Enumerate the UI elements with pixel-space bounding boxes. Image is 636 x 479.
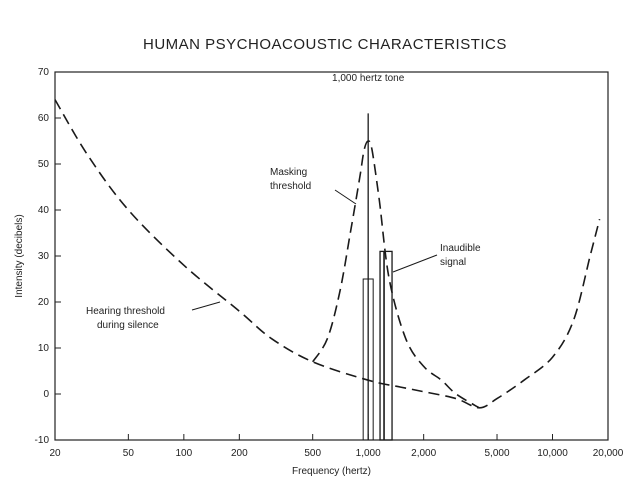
masking-threshold-label-2: threshold	[270, 181, 311, 192]
x-tick-label: 20,000	[593, 448, 624, 459]
hearing-threshold-label-2: during silence	[97, 320, 159, 331]
plot-border	[54, 71, 609, 441]
tone-label: 1,000 hertz tone	[332, 73, 405, 84]
y-axis-label: Intensity (decibels)	[14, 214, 25, 297]
y-tick-label: -10	[35, 435, 50, 446]
y-tick-label: 60	[38, 113, 50, 124]
hearing-threshold-curve	[54, 99, 601, 409]
x-tick-label: 5,000	[485, 448, 510, 459]
y-tick-label: 70	[38, 67, 50, 78]
hearing-threshold-label: Hearing threshold	[86, 306, 165, 317]
axes: -10 0 10 20 30 40 50 60 70 20 50 100 200 500 1,000 2,00…	[14, 67, 624, 477]
annotations: 1,000 hertz tone Masking threshold Inaudibl…	[86, 73, 481, 331]
y-tick-label: 10	[38, 343, 50, 354]
x-tick-label: 10,000	[537, 448, 568, 459]
masking-leader	[334, 189, 357, 205]
y-tick-label: 50	[38, 159, 50, 170]
y-tick-label: 0	[43, 389, 49, 400]
plot-frame	[54, 71, 609, 441]
masking-threshold-curve	[312, 140, 480, 409]
chart-title-text: HUMAN PSYCHOACOUSTIC CHARACTERISTICS	[143, 36, 507, 53]
inaudible-leader	[392, 254, 438, 273]
curves	[54, 99, 601, 409]
x-tick-label: 100	[175, 448, 192, 459]
x-axis-label: Frequency (hertz)	[292, 466, 371, 477]
x-tick-label: 20	[49, 448, 61, 459]
x-tick-label: 500	[304, 448, 321, 459]
y-tick-label: 30	[38, 251, 50, 262]
x-tick-label: 50	[123, 448, 135, 459]
hearing-leader	[191, 301, 221, 311]
masking-threshold-label: Masking	[270, 167, 307, 178]
y-tick-label: 20	[38, 297, 50, 308]
inaudible-signal-label: Inaudible	[440, 243, 481, 254]
inaudible-signal-bar	[379, 250, 393, 441]
x-tick-label: 1,000	[356, 448, 381, 459]
x-tick-label: 200	[231, 448, 248, 459]
markers	[362, 113, 393, 441]
tone-1000hz-bar	[362, 278, 374, 441]
y-tick-label: 40	[38, 205, 50, 216]
inaudible-signal-label-2: signal	[440, 257, 466, 268]
x-tick-label: 2,000	[411, 448, 436, 459]
